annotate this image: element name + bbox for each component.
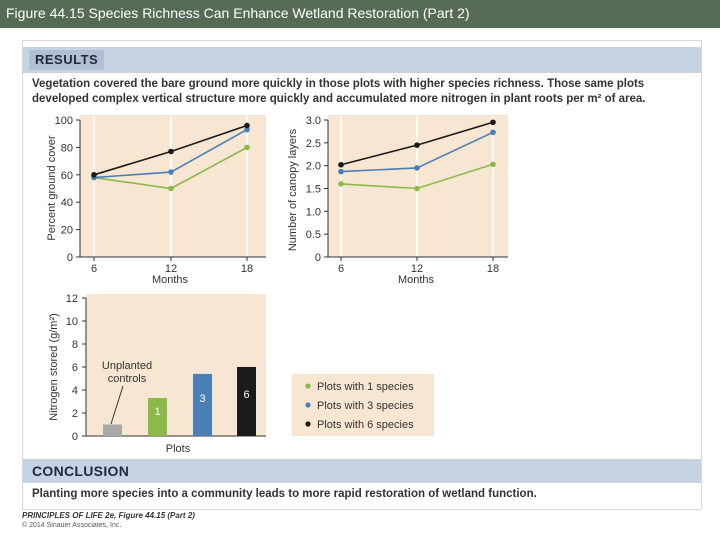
unplanted-controls-annotation-line-1: Unplanted <box>102 360 152 372</box>
nitrogen-bar-label: 1 <box>154 406 160 418</box>
conclusion-bar: CONCLUSION <box>23 459 701 483</box>
nitrogen-y-tick-label: 4 <box>72 385 78 397</box>
legend-label-3-species: Plots with 3 species <box>317 400 414 412</box>
legend: Plots with 1 species Plots with 3 specie… <box>292 374 434 436</box>
results-text-line-1: Vegetation covered the bare ground more … <box>32 78 645 90</box>
canopy-layers-y-ticks: 0 0.5 1.0 1.5 2.0 2.5 3.0 <box>306 115 328 264</box>
ground-cover-y-tick-label: 100 <box>55 115 73 127</box>
nitrogen-bar-3-species <box>193 373 212 436</box>
results-heading: RESULTS <box>29 50 105 70</box>
slide-title: Figure 44.15 Species Richness Can Enhanc… <box>6 5 470 21</box>
ground-cover-series <box>91 122 250 192</box>
ground-cover-y-tick-label: 80 <box>61 142 73 154</box>
legend-marker-3-species <box>305 402 311 408</box>
ground-cover-x-label: Months <box>152 274 189 286</box>
ground-cover-data-point <box>168 148 174 155</box>
nitrogen-y-tick-label: 12 <box>66 293 78 305</box>
ground-cover-data-point <box>244 122 250 129</box>
ground-cover-x-ticks: 6 12 18 <box>91 257 253 275</box>
canopy-layers-chart: 0 0.5 1.0 1.5 2.0 2.5 3.0 6 12 18 Months Number … <box>287 115 508 286</box>
legend-label-6-species: Plots with 6 species <box>317 419 414 431</box>
ground-cover-chart: 0 20 40 60 80 100 6 12 18 Months Percent ground… <box>46 115 266 286</box>
canopy-layers-x-ticks: 6 12 18 <box>338 257 499 275</box>
canopy-layers-y-tick-label: 2.5 <box>306 138 321 150</box>
copyright-credit: © 2014 Sinauer Associates, Inc. <box>22 522 122 529</box>
canopy-layers-x-label: Months <box>398 274 435 286</box>
canopy-layers-x-tick-label: 12 <box>411 263 423 275</box>
conclusion-heading: CONCLUSION <box>32 463 130 479</box>
nitrogen-plot-background <box>86 294 266 436</box>
ground-cover-data-point <box>91 172 97 178</box>
unplanted-controls-annotation-line-2: controls <box>108 373 147 385</box>
ground-cover-y-tick-label: 20 <box>61 225 73 237</box>
ground-cover-y-tick-label: 60 <box>61 170 73 182</box>
ground-cover-y-ticks: 0 20 40 60 80 100 <box>55 115 80 264</box>
results-text-line-2: developed complex vertical structure mor… <box>32 93 646 105</box>
canopy-layers-y-tick-label: 0 <box>315 252 321 264</box>
canopy-layers-data-point <box>414 142 420 148</box>
ground-cover-x-tick-label: 18 <box>241 263 253 275</box>
canopy-layers-series <box>338 119 496 192</box>
nitrogen-y-label: Nitrogen stored (g/m²) <box>48 313 60 421</box>
canopy-layers-data-point <box>490 119 496 126</box>
canopy-layers-data-point <box>338 161 344 168</box>
source-credit: PRINCIPLES OF LIFE 2e, Figure 44.15 (Par… <box>22 511 195 520</box>
legend-marker-6-species <box>305 421 311 427</box>
canopy-layers-y-tick-label: 0.5 <box>306 229 321 241</box>
ground-cover-plot-background <box>80 115 266 257</box>
nitrogen-y-tick-label: 8 <box>72 339 78 351</box>
nitrogen-y-tick-label: 6 <box>72 362 78 374</box>
nitrogen-y-ticks: 0 2 4 6 8 10 12 <box>66 293 86 443</box>
canopy-layers-y-tick-label: 2.0 <box>306 161 321 173</box>
canopy-layers-y-label: Number of canopy layers <box>287 128 299 251</box>
canopy-layers-data-point <box>338 168 344 175</box>
nitrogen-x-label: Plots <box>166 443 191 455</box>
legend-label-1-species: Plots with 1 species <box>317 381 414 393</box>
ground-cover-y-tick-label: 0 <box>67 252 73 264</box>
nitrogen-bar-label: 6 <box>243 389 249 401</box>
canopy-layers-y-tick-label: 1.0 <box>306 206 321 218</box>
nitrogen-chart: 0 2 4 6 8 10 12 1 3 6 Unplanted controls Plots N… <box>48 293 266 455</box>
nitrogen-y-tick-label: 2 <box>72 408 78 420</box>
ground-cover-data-point <box>168 169 174 175</box>
ground-cover-x-tick-label: 6 <box>91 263 97 275</box>
canopy-layers-data-point <box>414 185 420 192</box>
canopy-layers-data-point <box>338 181 344 187</box>
nitrogen-y-tick-label: 0 <box>72 431 78 443</box>
nitrogen-bar-1-species <box>148 398 167 436</box>
canopy-layers-data-point <box>490 161 496 168</box>
results-text: Vegetation covered the bare ground more … <box>32 77 697 107</box>
nitrogen-bar-label: 3 <box>199 393 205 405</box>
ground-cover-data-point <box>168 185 174 192</box>
nitrogen-bar-unplanted-controls <box>103 424 122 436</box>
unplanted-controls-pointer <box>110 385 124 425</box>
canopy-layers-data-point <box>414 165 420 171</box>
conclusion-text: Planting more species into a community l… <box>32 488 537 500</box>
canopy-layers-data-point <box>490 129 496 136</box>
ground-cover-y-tick-label: 40 <box>61 197 73 209</box>
legend-marker-1-species <box>305 383 311 389</box>
legend-background <box>292 374 434 436</box>
ground-cover-x-tick-label: 12 <box>165 263 177 275</box>
nitrogen-bar-6-species <box>237 367 256 436</box>
nitrogen-y-tick-label: 10 <box>66 316 78 328</box>
canopy-layers-x-tick-label: 6 <box>338 263 344 275</box>
canopy-layers-y-tick-label: 1.5 <box>306 184 321 196</box>
ground-cover-y-label: Percent ground cover <box>46 135 58 241</box>
ground-cover-data-point <box>244 126 250 133</box>
nitrogen-bars: 1 3 6 <box>103 367 256 436</box>
canopy-layers-y-tick-label: 3.0 <box>306 115 321 127</box>
slide-title-bar: Figure 44.15 Species Richness Can Enhanc… <box>0 0 720 28</box>
results-bar: RESULTS <box>23 47 701 73</box>
ground-cover-data-point <box>244 144 250 151</box>
canopy-layers-x-tick-label: 18 <box>487 263 499 275</box>
